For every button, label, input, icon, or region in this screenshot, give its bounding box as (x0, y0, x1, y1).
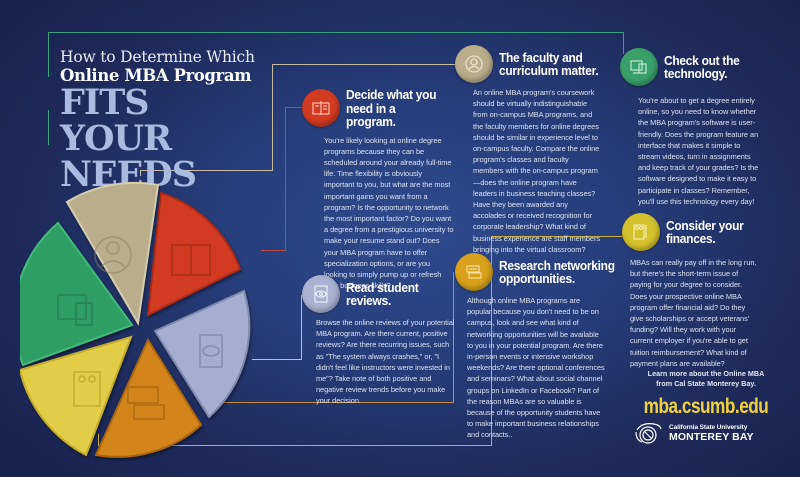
pie-slice-lavender (153, 289, 251, 419)
pie-slice-tan (65, 181, 160, 326)
section-finances: Consider your finances. MBAs can really … (622, 213, 792, 369)
book-pencil-icon (302, 89, 340, 128)
connector-yellow-v (491, 236, 492, 446)
section-body: You're about to get a degree entirely on… (638, 96, 759, 206)
section-body: You're likely looking at online degree p… (324, 135, 454, 291)
connector-green-down (623, 32, 624, 54)
section-technology: Check out the technology. You're about t… (620, 48, 790, 207)
connector-tan-top (272, 64, 458, 65)
cta-line-1: Learn more about the Online MBA (647, 369, 765, 378)
section-decide: Decide what you need in a program. You'r… (302, 87, 454, 291)
connector-lavender-v (301, 295, 302, 360)
section-body: Although online MBA programs are popular… (467, 296, 605, 440)
pie-slice-orange (94, 337, 203, 458)
section-title: Research networking opportunities. (499, 257, 615, 286)
connector-orange (204, 402, 454, 403)
title-block: How to Determine Which Online MBA Progra… (60, 48, 270, 193)
section-title: Read student reviews. (346, 279, 419, 308)
computer-devices-icon (620, 48, 658, 86)
section-title: Decide what you need in a program. (346, 87, 437, 129)
connector-tan-h (140, 170, 273, 171)
pie-slice-red (146, 191, 242, 317)
connector-yellow-top (491, 236, 625, 237)
logo-university: California State University (669, 423, 748, 431)
connector-green (48, 32, 49, 77)
connector-green-left (48, 110, 49, 145)
section-reviews: Read student reviews. Browse the online … (302, 275, 462, 407)
section-title: Check out the technology. (664, 52, 740, 81)
pie-slice-green (20, 221, 134, 367)
section-title: Consider your finances. (666, 217, 744, 246)
cta-url-link[interactable]: mba.csumb.edu (643, 395, 769, 418)
connector-red-top (285, 107, 305, 108)
call-to-action: Learn more about the Online MBA from Cal… (626, 369, 786, 419)
connector-red-v (285, 107, 286, 251)
csumb-logo: California State University MONTEREY BAY (634, 420, 754, 446)
pie-slice-yellow (20, 335, 133, 457)
title-line-1: How to Determine Which (60, 48, 255, 66)
title-line-2: Online MBA Program (60, 66, 252, 85)
section-body: MBAs can really pay off in the long run,… (630, 258, 757, 368)
connector-tan-v (272, 64, 273, 171)
document-eye-icon (302, 275, 340, 313)
otter-logo-icon (635, 423, 662, 444)
section-faculty: The faculty and curriculum matter. An on… (455, 45, 615, 255)
chat-bubbles-icon (455, 253, 493, 291)
connector-orange-v (453, 272, 454, 403)
pie-graphic (20, 181, 251, 458)
cta-line-2: from Cal State Monterey Bay. (656, 379, 756, 388)
section-networking: Research networking opportunities. Altho… (455, 253, 625, 441)
connector-tan (140, 170, 141, 176)
person-profile-icon (455, 45, 493, 83)
title-line-3: FITS YOUR (60, 82, 172, 159)
section-title: The faculty and curriculum matter. (499, 49, 599, 78)
logo-campus: MONTEREY BAY (669, 430, 754, 443)
connector-red (261, 250, 286, 251)
section-body: An online MBA program's coursework shoul… (473, 88, 601, 254)
calculator-notepad-icon (622, 213, 660, 251)
connector-yellow-l (98, 434, 99, 446)
connector-yellow (98, 445, 491, 446)
connector-green-top (48, 32, 624, 33)
connector-lavender (252, 359, 302, 360)
section-body: Browse the online reviews of your potent… (316, 318, 455, 406)
